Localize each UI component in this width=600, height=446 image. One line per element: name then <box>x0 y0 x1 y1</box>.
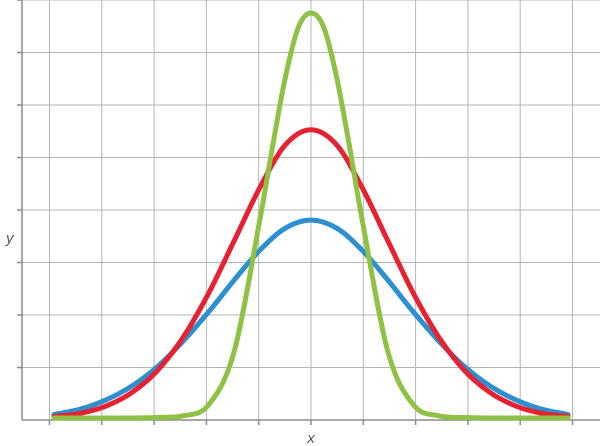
curves <box>51 10 571 421</box>
grid <box>22 0 600 420</box>
curve-blue <box>51 217 571 417</box>
axes <box>17 0 600 425</box>
curve-green <box>51 10 571 421</box>
curve-red <box>51 127 571 419</box>
x-axis-label: x <box>306 430 315 446</box>
y-axis-label: y <box>5 230 15 247</box>
